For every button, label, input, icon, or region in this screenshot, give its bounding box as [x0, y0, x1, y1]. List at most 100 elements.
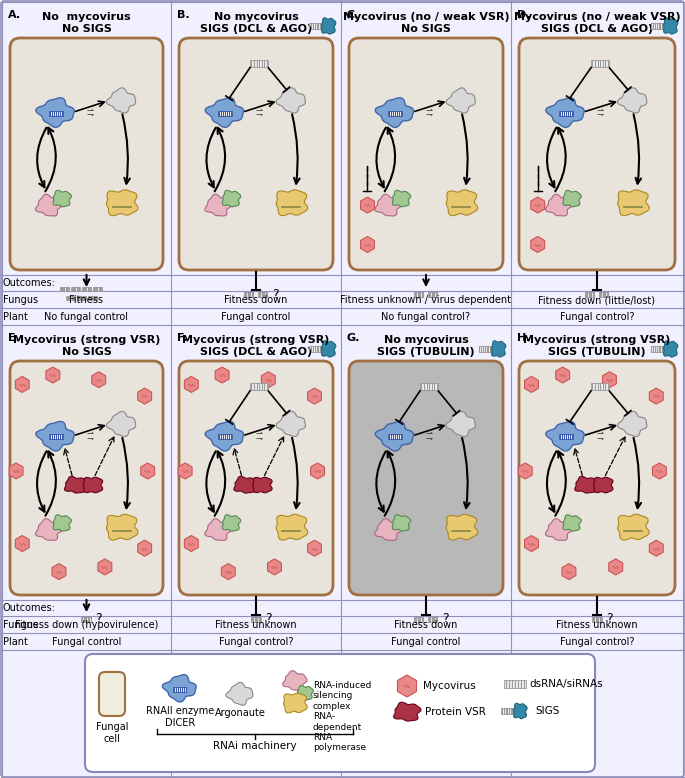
Text: ∿∿: ∿∿ [403, 684, 411, 689]
Polygon shape [603, 372, 616, 387]
Polygon shape [575, 476, 598, 493]
Polygon shape [92, 372, 105, 387]
Polygon shape [138, 540, 151, 556]
Polygon shape [525, 535, 538, 552]
Bar [559, 110, 573, 116]
Text: Protein VSR: Protein VSR [425, 707, 486, 717]
FancyBboxPatch shape [519, 361, 675, 595]
Polygon shape [36, 519, 62, 541]
Text: ∿∿: ∿∿ [224, 569, 232, 574]
Polygon shape [36, 194, 62, 216]
Text: RNAII enzyme
DICER: RNAII enzyme DICER [146, 706, 214, 727]
Text: Fungal control?: Fungal control? [560, 312, 634, 321]
Polygon shape [64, 476, 88, 493]
Text: ∿∿: ∿∿ [652, 545, 660, 551]
Text: ∿∿: ∿∿ [181, 468, 189, 474]
Polygon shape [617, 88, 647, 113]
Polygon shape [297, 685, 314, 700]
Text: ∿∿: ∿∿ [652, 394, 660, 398]
Bar [93, 287, 102, 291]
Text: ∿∿: ∿∿ [187, 382, 195, 387]
FancyBboxPatch shape [349, 361, 503, 595]
Polygon shape [563, 515, 582, 531]
Text: ∿∿: ∿∿ [55, 569, 63, 574]
Bar [77, 296, 86, 300]
Text: ⇁: ⇁ [86, 110, 93, 120]
FancyBboxPatch shape [349, 38, 503, 270]
Text: ∿∿: ∿∿ [95, 377, 103, 382]
Polygon shape [531, 237, 545, 253]
Polygon shape [321, 341, 336, 357]
Polygon shape [519, 463, 532, 479]
Bar [388, 110, 402, 116]
Text: No SIGS: No SIGS [401, 24, 451, 34]
Polygon shape [664, 341, 678, 357]
Text: G.: G. [347, 333, 360, 343]
Polygon shape [253, 477, 272, 492]
Text: ∿∿: ∿∿ [656, 468, 664, 474]
Text: ⇁: ⇁ [86, 434, 93, 443]
Polygon shape [492, 341, 506, 357]
Polygon shape [106, 514, 138, 540]
FancyBboxPatch shape [519, 38, 675, 270]
Text: No SIGS: No SIGS [62, 24, 112, 34]
Polygon shape [649, 540, 663, 556]
Bar [309, 346, 321, 352]
Text: Plant: Plant [3, 312, 28, 321]
Text: ∿∿: ∿∿ [612, 564, 620, 569]
Text: ∿∿: ∿∿ [271, 564, 279, 569]
FancyBboxPatch shape [179, 361, 333, 595]
Text: ∿∿: ∿∿ [310, 545, 319, 551]
Polygon shape [375, 519, 401, 541]
Polygon shape [617, 412, 647, 436]
Polygon shape [262, 372, 275, 387]
Text: ∿∿: ∿∿ [527, 382, 536, 387]
Polygon shape [394, 703, 421, 721]
Bar [66, 296, 75, 300]
Text: ⇀: ⇀ [256, 106, 262, 114]
Text: Fungus: Fungus [3, 620, 38, 630]
Text: Fitness unknown: Fitness unknown [215, 620, 297, 630]
Text: No mycovirus: No mycovirus [214, 12, 299, 22]
Text: Fitness down: Fitness down [224, 295, 288, 305]
Polygon shape [162, 675, 196, 702]
Text: SIGS (TUBULIN): SIGS (TUBULIN) [548, 347, 646, 357]
Text: Mycovirus (strong VSR): Mycovirus (strong VSR) [523, 335, 671, 345]
Polygon shape [664, 18, 678, 34]
FancyBboxPatch shape [10, 361, 163, 595]
Polygon shape [446, 190, 477, 216]
Bar [245, 292, 253, 296]
Bar [599, 292, 608, 296]
Bar [651, 23, 663, 29]
Text: H.: H. [517, 333, 530, 343]
Bar [420, 384, 438, 391]
Bar [501, 709, 513, 713]
Text: Outcomes:: Outcomes: [3, 279, 56, 289]
Polygon shape [546, 422, 584, 451]
Bar [591, 384, 609, 391]
Text: Fungal control: Fungal control [221, 312, 290, 321]
Text: Fungal control?: Fungal control? [219, 636, 293, 647]
Text: SIGS (DCL & AGO): SIGS (DCL & AGO) [541, 24, 653, 34]
Text: Fungal
cell: Fungal cell [96, 722, 128, 744]
Polygon shape [545, 519, 572, 541]
Polygon shape [618, 514, 649, 540]
Text: E.: E. [8, 333, 20, 343]
Text: Plant: Plant [3, 636, 28, 647]
Bar [429, 616, 438, 622]
Polygon shape [141, 463, 155, 479]
Text: Mycovirus (no / weak VSR): Mycovirus (no / weak VSR) [342, 12, 510, 22]
Bar [586, 292, 595, 296]
Polygon shape [15, 535, 29, 552]
Text: ∿∿: ∿∿ [49, 373, 57, 377]
Text: ∿∿: ∿∿ [363, 242, 371, 247]
Bar [49, 434, 63, 440]
Bar [219, 434, 232, 440]
Text: C.: C. [347, 10, 360, 20]
Polygon shape [184, 377, 198, 392]
Polygon shape [276, 190, 308, 216]
Polygon shape [206, 422, 244, 451]
Polygon shape [221, 563, 235, 580]
Text: ∿∿: ∿∿ [565, 569, 573, 574]
Text: ∿∿: ∿∿ [534, 242, 542, 247]
